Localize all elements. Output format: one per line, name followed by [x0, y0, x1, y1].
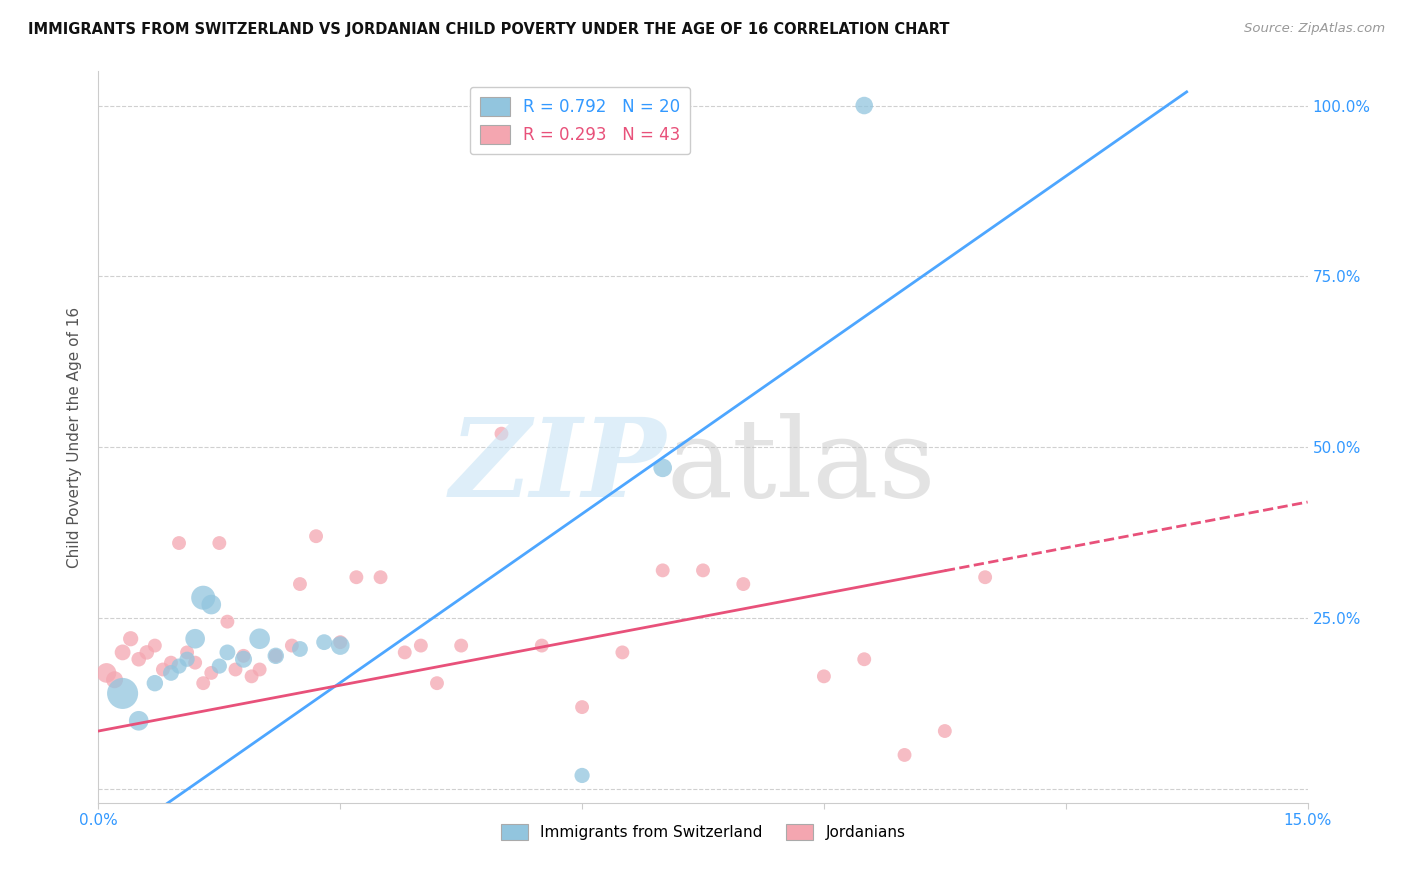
Point: [160, 665, 183, 680]
Point: [409, 639, 432, 653]
Point: [281, 639, 304, 653]
Point: [571, 768, 593, 782]
Point: [651, 563, 673, 577]
Point: [193, 591, 215, 605]
Point: [224, 663, 246, 677]
Point: [813, 669, 835, 683]
Point: [193, 676, 215, 690]
Text: Source: ZipAtlas.com: Source: ZipAtlas.com: [1244, 22, 1385, 36]
Point: [426, 676, 449, 690]
Point: [314, 635, 336, 649]
Point: [160, 656, 183, 670]
Point: [692, 563, 714, 577]
Point: [329, 635, 352, 649]
Point: [612, 645, 634, 659]
Point: [288, 577, 311, 591]
Point: [184, 632, 207, 646]
Point: [240, 669, 263, 683]
Point: [344, 570, 367, 584]
Y-axis label: Child Poverty Under the Age of 16: Child Poverty Under the Age of 16: [67, 307, 83, 567]
Point: [394, 645, 416, 659]
Point: [167, 536, 190, 550]
Point: [853, 652, 876, 666]
Point: [200, 665, 222, 680]
Text: IMMIGRANTS FROM SWITZERLAND VS JORDANIAN CHILD POVERTY UNDER THE AGE OF 16 CORRE: IMMIGRANTS FROM SWITZERLAND VS JORDANIAN…: [28, 22, 949, 37]
Point: [264, 648, 287, 663]
Point: [264, 648, 287, 663]
Point: [167, 659, 190, 673]
Point: [208, 659, 231, 673]
Point: [232, 652, 254, 666]
Point: [893, 747, 915, 762]
Legend: Immigrants from Switzerland, Jordanians: Immigrants from Switzerland, Jordanians: [495, 818, 911, 847]
Point: [208, 536, 231, 550]
Point: [232, 648, 254, 663]
Point: [111, 686, 134, 700]
Text: atlas: atlas: [666, 413, 936, 520]
Point: [217, 615, 239, 629]
Point: [111, 645, 134, 659]
Point: [120, 632, 142, 646]
Point: [288, 642, 311, 657]
Point: [974, 570, 997, 584]
Point: [152, 663, 174, 677]
Point: [103, 673, 125, 687]
Point: [200, 598, 222, 612]
Point: [184, 656, 207, 670]
Point: [128, 652, 150, 666]
Point: [733, 577, 755, 591]
Point: [217, 645, 239, 659]
Point: [249, 632, 271, 646]
Point: [571, 700, 593, 714]
Point: [176, 645, 198, 659]
Point: [135, 645, 157, 659]
Point: [491, 426, 513, 441]
Point: [143, 676, 166, 690]
Point: [934, 724, 956, 739]
Point: [128, 714, 150, 728]
Text: ZIP: ZIP: [450, 413, 666, 520]
Point: [651, 460, 673, 475]
Point: [305, 529, 328, 543]
Point: [249, 663, 271, 677]
Point: [530, 639, 553, 653]
Point: [853, 98, 876, 112]
Point: [143, 639, 166, 653]
Point: [96, 665, 118, 680]
Point: [450, 639, 472, 653]
Point: [370, 570, 392, 584]
Point: [176, 652, 198, 666]
Point: [329, 639, 352, 653]
